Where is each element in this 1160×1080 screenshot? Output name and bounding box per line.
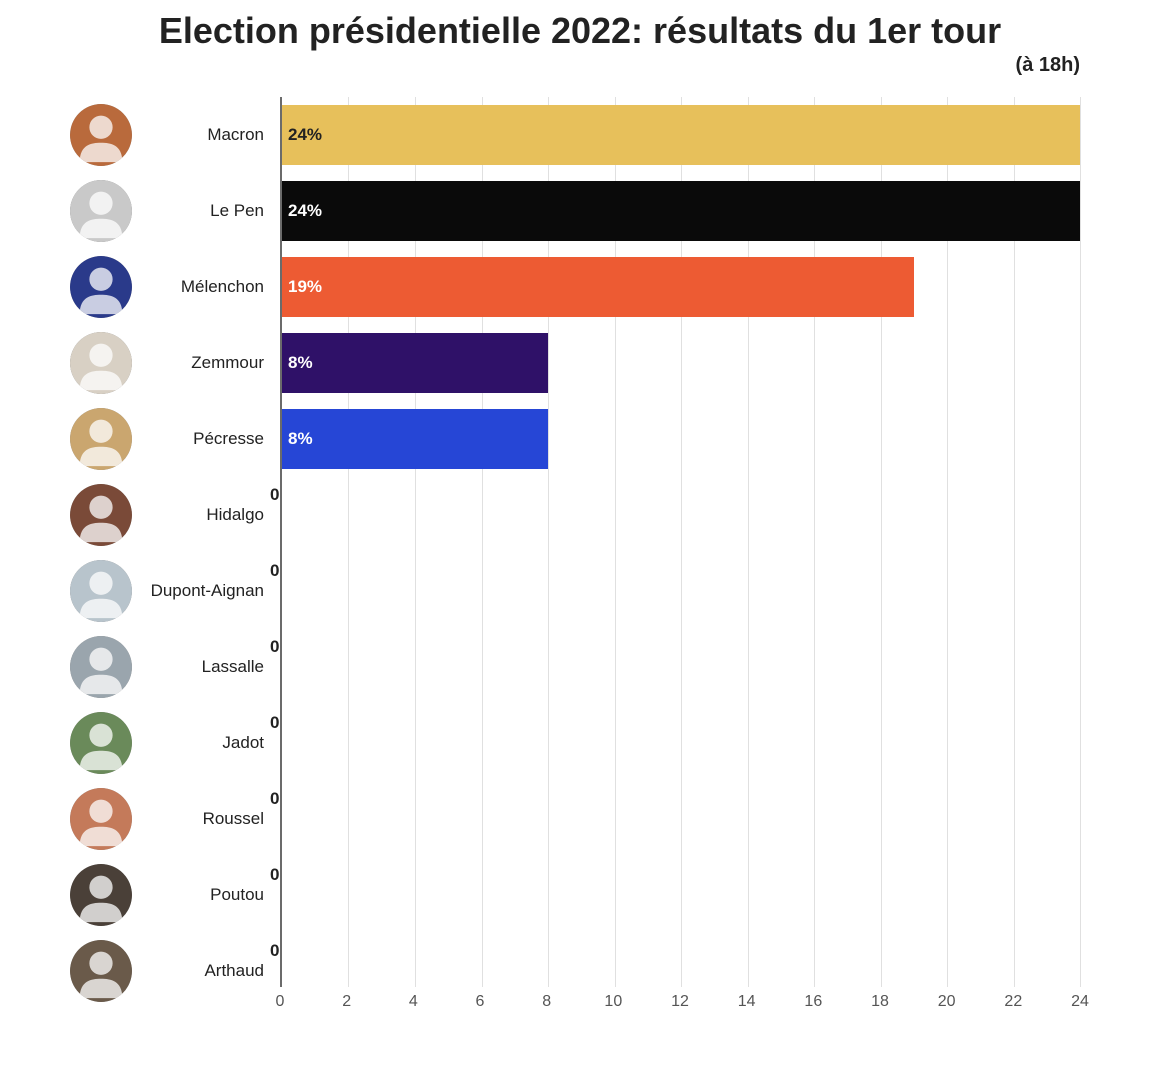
x-tick-label: 2 <box>342 993 351 1011</box>
candidate-avatar <box>70 788 132 850</box>
candidate-name: Roussel <box>140 809 272 829</box>
candidate-name: Pécresse <box>140 429 272 449</box>
x-tick-label: 0 <box>276 993 285 1011</box>
bar-value-label: 0 <box>270 561 279 581</box>
candidate-avatar <box>70 332 132 394</box>
candidate-name: Zemmour <box>140 353 272 373</box>
candidate-row: Mélenchon 19% <box>60 249 1080 325</box>
candidate-row: Lassalle0 <box>60 629 1080 705</box>
candidate-avatar <box>70 104 132 166</box>
x-tick-label: 20 <box>938 993 956 1011</box>
bar-track: 0 <box>282 713 1080 773</box>
x-tick-label: 4 <box>409 993 418 1011</box>
candidate-avatar <box>70 408 132 470</box>
bar: 24% <box>282 181 1080 241</box>
x-tick-label: 14 <box>738 993 756 1011</box>
candidate-avatar <box>70 484 132 546</box>
bar-track: 8% <box>282 333 1080 393</box>
candidate-name: Macron <box>140 125 272 145</box>
candidate-row: Hidalgo0 <box>60 477 1080 553</box>
bar: 19% <box>282 257 914 317</box>
gridline <box>1080 97 1081 987</box>
bar-value-label: 0 <box>270 789 279 809</box>
candidate-row: Macron 24% <box>60 97 1080 173</box>
bar-track: 24% <box>282 181 1080 241</box>
bar-track: 24% <box>282 105 1080 165</box>
candidate-avatar <box>70 256 132 318</box>
candidate-row: Jadot0 <box>60 705 1080 781</box>
bar-value-label: 0 <box>270 637 279 657</box>
bar-track: 0 <box>282 561 1080 621</box>
x-axis: 024681012141618202224 <box>280 987 1080 1017</box>
x-tick-label: 16 <box>804 993 822 1011</box>
candidate-row: Poutou0 <box>60 857 1080 933</box>
chart-subtitle: (à 18h) <box>60 54 1100 77</box>
candidate-row: Dupont-Aignan0 <box>60 553 1080 629</box>
x-tick-label: 10 <box>604 993 622 1011</box>
bar-value-label: 19% <box>288 277 322 297</box>
chart-rows: Macron24%Le Pen24%Mélenchon19%Zemmour8%P… <box>60 97 1080 987</box>
candidate-avatar <box>70 636 132 698</box>
x-tick-label: 24 <box>1071 993 1089 1011</box>
bar: 8% <box>282 333 548 393</box>
chart-title: Election présidentielle 2022: résultats … <box>60 10 1100 52</box>
candidate-name: Dupont-Aignan <box>140 581 272 601</box>
candidate-name: Le Pen <box>140 201 272 221</box>
bar-track: 0 <box>282 865 1080 925</box>
bar-value-label: 0 <box>270 865 279 885</box>
bar-track: 8% <box>282 409 1080 469</box>
candidate-row: Roussel0 <box>60 781 1080 857</box>
bar-track: 0 <box>282 485 1080 545</box>
candidate-row: Zemmour 8% <box>60 325 1080 401</box>
candidate-avatar <box>70 560 132 622</box>
chart-area: Macron24%Le Pen24%Mélenchon19%Zemmour8%P… <box>60 97 1100 1017</box>
bar-track: 0 <box>282 637 1080 697</box>
bar-value-label: 0 <box>270 713 279 733</box>
candidate-name: Lassalle <box>140 657 272 677</box>
bar-track: 0 <box>282 789 1080 849</box>
x-tick-label: 22 <box>1004 993 1022 1011</box>
candidate-avatar <box>70 712 132 774</box>
candidate-name: Mélenchon <box>140 277 272 297</box>
candidate-avatar <box>70 864 132 926</box>
candidate-name: Poutou <box>140 885 272 905</box>
x-tick-label: 6 <box>476 993 485 1011</box>
candidate-name: Hidalgo <box>140 505 272 525</box>
bar: 24% <box>282 105 1080 165</box>
bar-value-label: 8% <box>288 429 313 449</box>
bar: 8% <box>282 409 548 469</box>
x-tick-label: 12 <box>671 993 689 1011</box>
bar-track: 19% <box>282 257 1080 317</box>
candidate-row: Pécresse 8% <box>60 401 1080 477</box>
bar-value-label: 0 <box>270 485 279 505</box>
candidate-name: Jadot <box>140 733 272 753</box>
bar-value-label: 0 <box>270 941 279 961</box>
candidate-avatar <box>70 180 132 242</box>
candidate-name: Arthaud <box>140 961 272 981</box>
bar-value-label: 24% <box>288 201 322 221</box>
x-tick-label: 8 <box>542 993 551 1011</box>
candidate-avatar <box>70 940 132 1002</box>
x-tick-label: 18 <box>871 993 889 1011</box>
bar-value-label: 8% <box>288 353 313 373</box>
candidate-row: Le Pen 24% <box>60 173 1080 249</box>
bar-value-label: 24% <box>288 125 322 145</box>
